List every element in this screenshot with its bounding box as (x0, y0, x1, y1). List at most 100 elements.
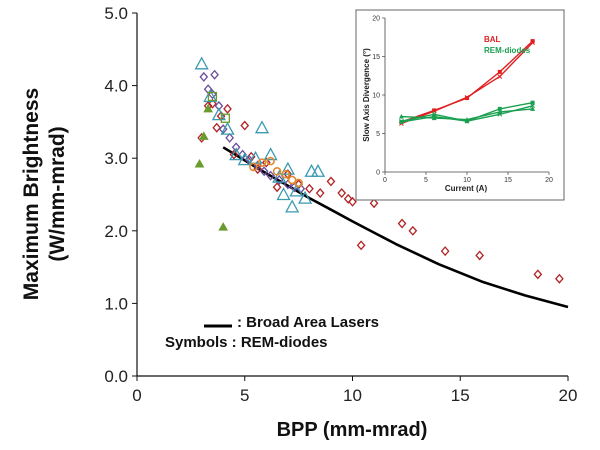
data-point (225, 132, 235, 143)
data-point (272, 166, 282, 176)
inset-x-tick-label: 10 (463, 177, 471, 184)
inset-data-point (399, 118, 404, 124)
data-point (208, 98, 217, 109)
inset-data-point (497, 106, 502, 111)
y-axis-title-line1: Maximum Brightness (20, 88, 43, 300)
data-point (194, 56, 209, 70)
inset-plot: 0 5 10 15 20 0 5 10 15 20 Current (A) Slow Axis D… (355, 9, 565, 201)
data-point (194, 159, 205, 168)
inset-x-tick-label: 20 (545, 177, 553, 184)
rem-diode-points (194, 56, 564, 284)
main-ticks: 0 5 10 15 20 0.0 1.0 2.0 3.0 4.0 5.0 (104, 4, 577, 405)
inset-y-tick-label: 0 (376, 170, 380, 177)
data-point (203, 103, 213, 113)
inset-data-point (530, 103, 535, 109)
data-point (240, 120, 250, 131)
inset-series (398, 39, 536, 126)
y-tick-label: 2.0 (104, 222, 128, 241)
data-point (285, 199, 300, 213)
data-point (254, 120, 270, 134)
inset-data-point (530, 100, 535, 105)
y-axis-title-line2: (W/mm-mrad) (46, 126, 69, 261)
data-point (475, 250, 485, 261)
data-point (220, 113, 231, 123)
data-point (348, 196, 357, 207)
y-tick-label: 0.0 (104, 367, 128, 386)
data-point (343, 193, 353, 204)
inset-frame (355, 9, 565, 201)
inset-legend-rem: REM-diodes (484, 46, 531, 55)
data-point (266, 170, 275, 181)
data-point (266, 156, 275, 166)
data-point (203, 89, 218, 103)
inset-legend-bal: BAL (484, 35, 501, 44)
legend-line-label: : Broad Area Lasers (237, 314, 379, 331)
inset-x-tick-label: 5 (424, 177, 428, 184)
inset-data-point (530, 106, 536, 111)
data-point (212, 122, 222, 133)
data-point (272, 182, 282, 193)
inset-x-tick-label: 0 (383, 177, 387, 184)
y-tick-label: 4.0 (104, 77, 128, 96)
x-tick-label: 10 (343, 386, 362, 405)
data-point (310, 163, 326, 177)
data-point (257, 158, 267, 167)
y-tick-label: 3.0 (104, 149, 128, 168)
data-point (280, 161, 295, 175)
data-point (237, 152, 252, 166)
inset-data-point (432, 108, 437, 113)
inset-x-axis-title: Current (A) (445, 184, 488, 193)
inset-x-tick-label: 15 (504, 177, 512, 184)
x-axis-title: BPP (mm-mrad) (277, 419, 428, 441)
inset-data-point (497, 74, 503, 79)
inset-data-point (464, 94, 470, 100)
data-point (315, 188, 325, 199)
data-point (294, 178, 303, 188)
y-tick-label: 1.0 (104, 294, 128, 313)
inset-data-point (465, 96, 469, 101)
data-point (289, 183, 304, 197)
data-point (555, 273, 564, 284)
inset-y-tick-label: 20 (372, 16, 380, 23)
data-point (259, 166, 269, 177)
data-point (408, 225, 418, 236)
data-point (281, 169, 290, 179)
data-point (199, 71, 209, 82)
data-point (369, 198, 379, 209)
inset-data-point (464, 118, 470, 124)
data-point (229, 149, 239, 160)
inset-data-point (399, 119, 404, 124)
data-point (283, 169, 293, 180)
x-tick-label: 15 (451, 386, 470, 405)
data-point (263, 147, 278, 161)
inset-data-point (431, 115, 437, 121)
inset-data-point (398, 114, 404, 119)
data-point (337, 188, 347, 199)
data-point (249, 162, 258, 172)
data-point (305, 183, 314, 194)
inset-data-point (530, 40, 535, 45)
data-point (533, 269, 543, 280)
x-tick-label: 20 (559, 386, 578, 405)
inset-y-tick-label: 5 (376, 131, 380, 138)
data-point (218, 222, 229, 231)
inset-data-point (497, 111, 503, 117)
data-point (207, 91, 218, 102)
inset-ticks: 0 5 10 15 20 0 5 10 15 20 (372, 16, 553, 185)
x-tick-label: 5 (240, 386, 249, 405)
legend-symbols-label: Symbols : REM-diodes (165, 334, 328, 351)
y-tick-label: 5.0 (104, 4, 128, 23)
data-point (297, 190, 313, 204)
data-point (198, 131, 209, 140)
data-point (220, 121, 235, 135)
inset-y-tick-label: 15 (372, 54, 380, 61)
data-point (326, 176, 336, 187)
data-point (276, 187, 291, 201)
data-point (229, 147, 244, 161)
inset-y-tick-label: 10 (372, 93, 380, 100)
data-point (231, 142, 241, 153)
inset-data-point (530, 39, 535, 44)
broad-area-laser-curve (222, 146, 569, 309)
data-point (356, 240, 366, 251)
data-point (440, 246, 450, 257)
